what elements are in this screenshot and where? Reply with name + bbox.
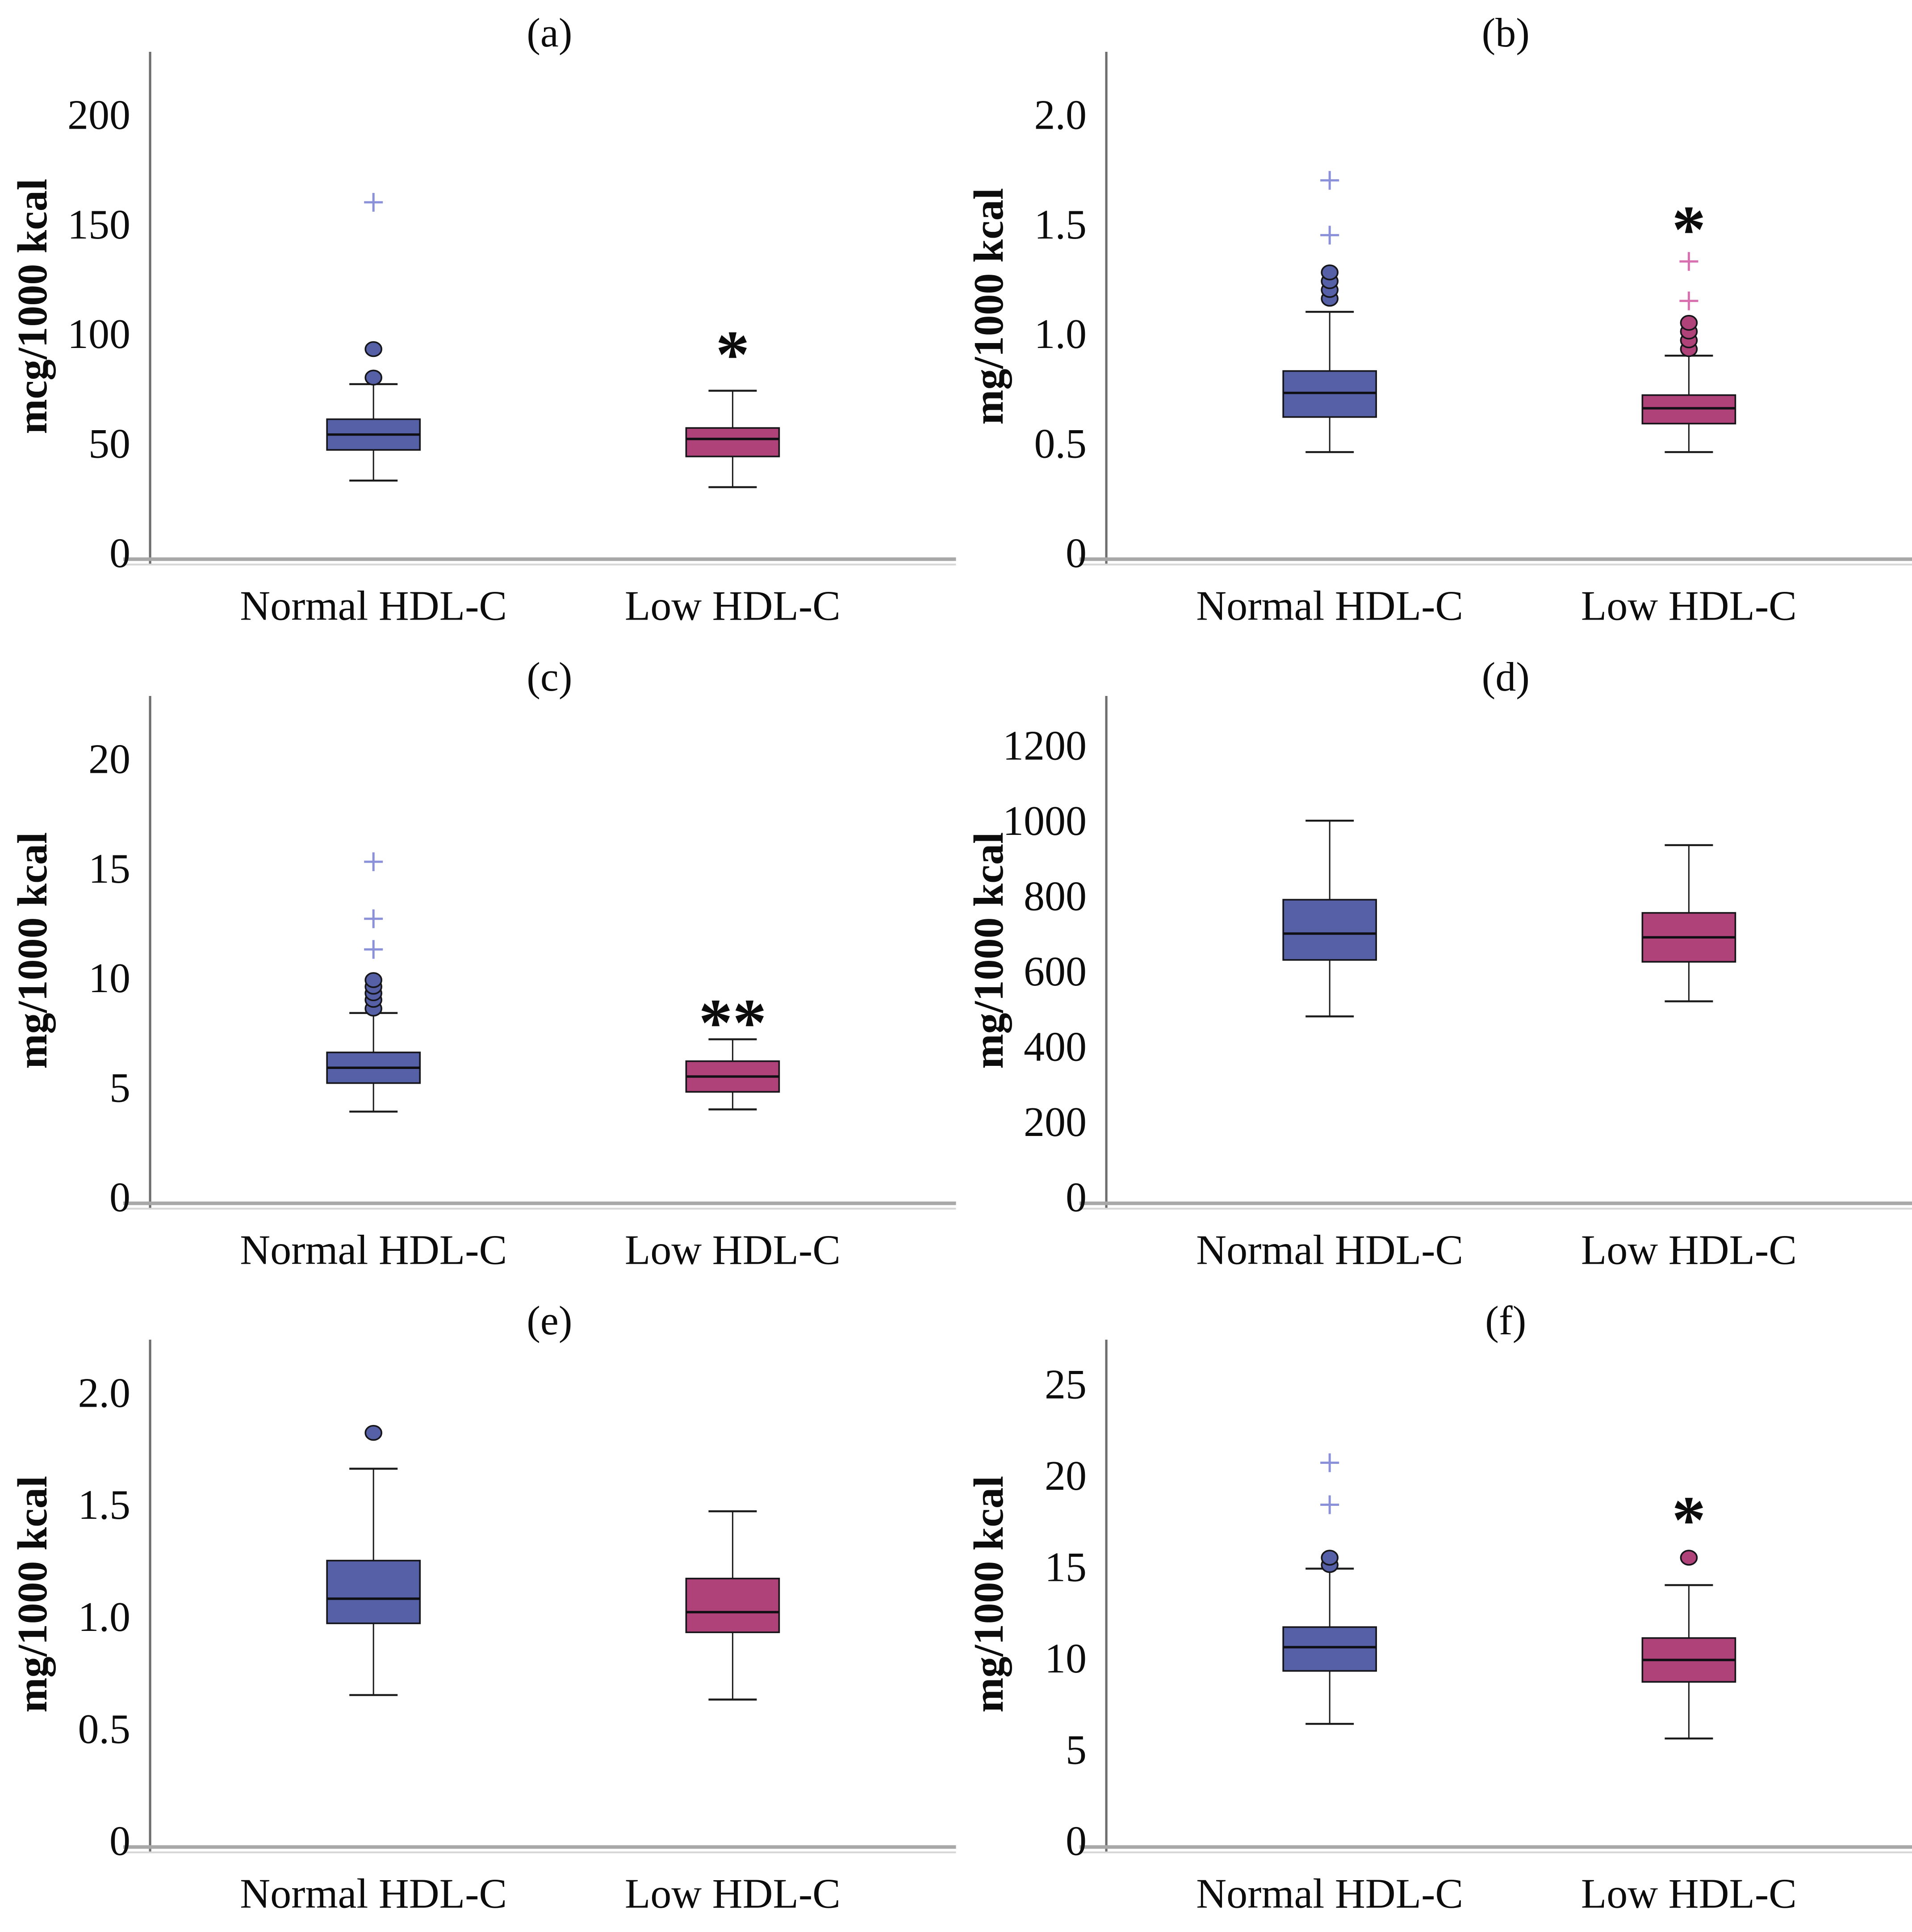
significance-marker: ** bbox=[699, 985, 766, 1060]
y-tick-label: 5 bbox=[1066, 1727, 1087, 1773]
y-tick-label: 200 bbox=[67, 92, 130, 138]
box-normal-hdl-c bbox=[326, 1560, 421, 1625]
y-tick-label: 5 bbox=[109, 1064, 130, 1111]
y-tick-label: 10 bbox=[1045, 1635, 1087, 1682]
y-tick-label: 600 bbox=[1024, 948, 1087, 995]
y-axis-label: mcg/1000 kcal bbox=[9, 179, 56, 434]
y-tick-label: 150 bbox=[67, 201, 130, 248]
panel-e: (e) mg/1000 kcal 0 0.5 1.0 1.5 2.0 Normal HDL-C… bbox=[9, 1298, 956, 1917]
x-category-label: Low HDL-C bbox=[1581, 1227, 1796, 1273]
x-category-label: Normal HDL-C bbox=[1196, 583, 1463, 629]
significance-marker: * bbox=[1672, 1483, 1706, 1558]
x-category-label: Low HDL-C bbox=[1581, 583, 1796, 629]
y-tick-label: 15 bbox=[1045, 1544, 1087, 1591]
y-tick-label: 20 bbox=[1045, 1453, 1087, 1499]
outlier-plus-marker bbox=[1320, 1495, 1339, 1514]
y-axis-label: mg/1000 kcal bbox=[966, 188, 1012, 425]
y-tick-label: 2.0 bbox=[78, 1370, 131, 1417]
box-low-hdl-c bbox=[685, 427, 780, 457]
outlier-plus-marker bbox=[1320, 226, 1339, 245]
outlier-plus-marker bbox=[364, 909, 383, 928]
y-tick-label: 800 bbox=[1024, 873, 1087, 919]
outlier-circle bbox=[1320, 264, 1339, 281]
y-tick-label: 15 bbox=[88, 846, 130, 892]
panel-d: (d) mg/1000 kcal 0 200 400 600 800 1000 1200 Norm… bbox=[966, 654, 1912, 1273]
panel-b: (b) mg/1000 kcal 0 0.5 1.0 1.5 2.0 Normal HDL-C… bbox=[966, 10, 1912, 629]
outlier-circle bbox=[364, 369, 382, 386]
x-category-label: Low HDL-C bbox=[625, 583, 841, 629]
box-low-hdl-c bbox=[685, 1578, 780, 1634]
outlier-plus-marker bbox=[1679, 291, 1698, 310]
outlier-plus-marker bbox=[1679, 252, 1698, 271]
panel-a: (a) mcg/1000 kcal 0 50 100 150 200 Normal HDL-C… bbox=[9, 10, 956, 629]
y-tick-label: 0.5 bbox=[1034, 420, 1087, 467]
outlier-plus-marker bbox=[364, 852, 383, 871]
panel-title: (d) bbox=[1481, 654, 1529, 700]
y-tick-label: 1200 bbox=[1003, 722, 1087, 769]
y-tick-label: 0 bbox=[109, 1818, 130, 1865]
y-tick-label: 25 bbox=[1045, 1362, 1087, 1408]
box-normal-hdl-c bbox=[1282, 898, 1377, 961]
panel-f: (f) mg/1000 kcal 0 5 10 15 20 25 Normal HDL-C * Lo… bbox=[966, 1298, 1912, 1917]
outlier-circle bbox=[364, 1425, 382, 1441]
y-tick-label: 0 bbox=[1066, 1174, 1087, 1220]
panel-c: (c) mg/1000 kcal 0 5 10 15 20 Normal HDL-C ** Low… bbox=[9, 654, 956, 1273]
y-tick-label: 0 bbox=[109, 1174, 130, 1220]
y-tick-label: 1.0 bbox=[78, 1594, 131, 1640]
x-category-label: Normal HDL-C bbox=[1196, 1871, 1463, 1917]
y-tick-label: 1000 bbox=[1003, 798, 1087, 844]
outlier-plus-marker bbox=[364, 940, 383, 959]
y-axis-label: mg/1000 kcal bbox=[966, 832, 1012, 1069]
y-tick-label: 10 bbox=[88, 955, 130, 1002]
x-category-label: Normal HDL-C bbox=[240, 583, 507, 629]
panel-title: (e) bbox=[527, 1298, 572, 1343]
outlier-circle bbox=[1320, 1550, 1339, 1566]
significance-marker: * bbox=[1672, 192, 1706, 267]
outlier-circle bbox=[364, 972, 382, 988]
y-tick-label: 0.5 bbox=[78, 1706, 131, 1752]
x-category-label: Low HDL-C bbox=[1581, 1871, 1796, 1917]
y-tick-label: 1.5 bbox=[78, 1482, 131, 1528]
y-tick-label: 50 bbox=[88, 420, 130, 467]
outlier-circle bbox=[1680, 314, 1698, 331]
outlier-plus-marker bbox=[364, 193, 383, 212]
y-tick-label: 0 bbox=[109, 530, 130, 577]
x-category-label: Low HDL-C bbox=[625, 1871, 841, 1917]
outlier-circle bbox=[1680, 1550, 1698, 1566]
x-category-label: Normal HDL-C bbox=[240, 1871, 507, 1917]
y-tick-label: 1.0 bbox=[1034, 311, 1087, 357]
y-tick-label: 2.0 bbox=[1034, 92, 1087, 138]
y-tick-label: 100 bbox=[67, 311, 130, 357]
y-axis-label: mg/1000 kcal bbox=[9, 1476, 56, 1713]
outlier-plus-marker bbox=[1320, 171, 1339, 190]
significance-marker: * bbox=[715, 317, 749, 392]
panel-title: (f) bbox=[1485, 1298, 1526, 1343]
x-category-label: Normal HDL-C bbox=[1196, 1227, 1463, 1273]
y-tick-label: 400 bbox=[1024, 1023, 1087, 1070]
y-axis-label: mg/1000 kcal bbox=[9, 832, 56, 1069]
outlier-plus-marker bbox=[1320, 1453, 1339, 1472]
y-axis-label: mg/1000 kcal bbox=[966, 1476, 1012, 1713]
box-normal-hdl-c bbox=[1282, 1626, 1377, 1672]
y-tick-label: 20 bbox=[88, 736, 130, 782]
panel-title: (a) bbox=[527, 10, 572, 55]
y-tick-label: 1.5 bbox=[1034, 201, 1087, 248]
y-tick-label: 0 bbox=[1066, 1818, 1087, 1865]
y-tick-label: 200 bbox=[1024, 1099, 1087, 1145]
y-tick-label: 0 bbox=[1066, 530, 1087, 577]
x-category-label: Low HDL-C bbox=[625, 1227, 841, 1273]
panel-title: (b) bbox=[1481, 10, 1529, 55]
outlier-circle bbox=[364, 341, 382, 357]
x-category-label: Normal HDL-C bbox=[240, 1227, 507, 1273]
panel-title: (c) bbox=[527, 654, 572, 700]
